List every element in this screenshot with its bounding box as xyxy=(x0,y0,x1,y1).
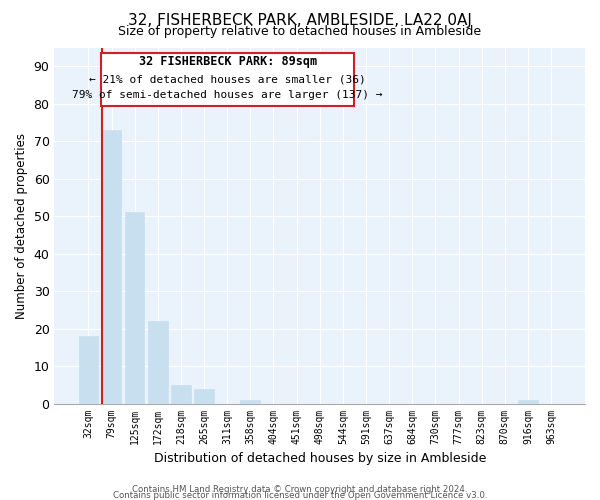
Bar xyxy=(101,130,121,404)
Text: 32, FISHERBECK PARK, AMBLESIDE, LA22 0AJ: 32, FISHERBECK PARK, AMBLESIDE, LA22 0AJ xyxy=(128,12,472,28)
Bar xyxy=(101,53,355,106)
Bar xyxy=(125,212,145,404)
Bar xyxy=(171,385,191,404)
X-axis label: Distribution of detached houses by size in Ambleside: Distribution of detached houses by size … xyxy=(154,452,486,465)
Text: 79% of semi-detached houses are larger (137) →: 79% of semi-detached houses are larger (… xyxy=(73,90,383,101)
Bar xyxy=(241,400,260,404)
Y-axis label: Number of detached properties: Number of detached properties xyxy=(15,132,28,318)
Bar xyxy=(148,321,167,404)
Text: Contains public sector information licensed under the Open Government Licence v3: Contains public sector information licen… xyxy=(113,492,487,500)
Bar xyxy=(518,400,538,404)
Text: Contains HM Land Registry data © Crown copyright and database right 2024.: Contains HM Land Registry data © Crown c… xyxy=(132,484,468,494)
Text: Size of property relative to detached houses in Ambleside: Size of property relative to detached ho… xyxy=(118,25,482,38)
Text: 32 FISHERBECK PARK: 89sqm: 32 FISHERBECK PARK: 89sqm xyxy=(139,55,317,68)
Bar xyxy=(79,336,98,404)
Bar xyxy=(194,388,214,404)
Text: ← 21% of detached houses are smaller (36): ← 21% of detached houses are smaller (36… xyxy=(89,74,366,85)
